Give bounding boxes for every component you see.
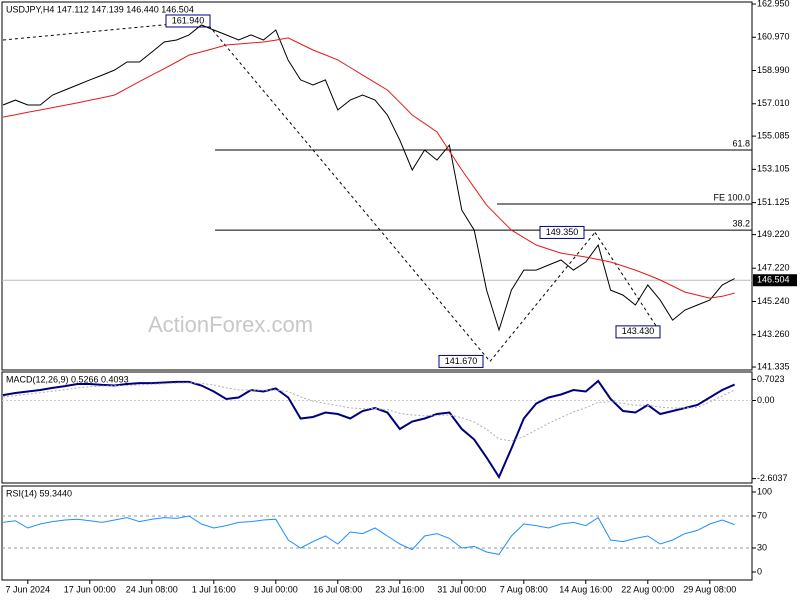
x-tick-label: 16 Jul 08:00 (313, 584, 362, 594)
x-tick-label: 31 Jul 00:00 (437, 584, 486, 594)
panel-title: USDJPY,H4 147.112 147.139 146.440 146.50… (6, 4, 194, 14)
panel-frame (1, 1, 753, 371)
pivot-box (539, 225, 585, 239)
x-tick-label: 7 Aug 08:00 (500, 584, 548, 594)
panel-frame (1, 371, 753, 484)
x-tick-label: 7 Jun 2024 (6, 584, 51, 594)
y-tick-label: 141.335 (757, 361, 790, 371)
y-tick-label: 143.260 (757, 329, 790, 339)
panel-frame (1, 485, 753, 581)
x-tick-label: 22 Aug 00:00 (621, 584, 674, 594)
pivot-label: 149.350 (546, 227, 579, 237)
y-tick-label: 157.010 (757, 98, 790, 108)
series-line (2, 379, 735, 480)
x-tick-label: 24 Jun 08:00 (126, 584, 178, 594)
panel-title: RSI(14) 59.3440 (6, 488, 72, 498)
y-tick-label: 0 (757, 566, 762, 576)
trend-line (489, 232, 596, 362)
trend-line (594, 232, 661, 333)
series-line (2, 515, 735, 555)
y-tick-label: 0.7023 (757, 374, 785, 384)
y-tick-label: 145.240 (757, 296, 790, 306)
y-tick-label: -2.6037 (757, 473, 788, 483)
trend-line (204, 20, 491, 362)
y-tick-label: 70 (757, 510, 767, 520)
y-tick-label: 100 (757, 486, 772, 496)
y-tick-label: 30 (757, 542, 767, 552)
fib-label: FE 100.0 (713, 192, 750, 202)
series-line (2, 382, 735, 442)
y-tick-label: 0.00 (757, 395, 775, 405)
watermark: ActionForex.com (148, 312, 313, 337)
y-tick-label: 147.220 (757, 263, 790, 273)
y-tick-label: 151.125 (757, 197, 790, 207)
fib-label: 61.8 (732, 138, 750, 148)
x-tick-label: 29 Aug 08:00 (683, 584, 736, 594)
y-tick-label: 153.105 (757, 164, 790, 174)
pivot-label: 143.430 (622, 326, 655, 336)
pivot-label: 141.670 (445, 356, 478, 366)
last-price-box (753, 274, 797, 287)
fib-label: 38.2 (732, 218, 750, 228)
y-tick-label: 162.950 (757, 0, 790, 8)
y-tick-label: 158.990 (757, 65, 790, 75)
last-price-label: 146.504 (757, 275, 790, 285)
y-tick-label: 149.220 (757, 229, 790, 239)
pivot-label: 161.940 (172, 15, 205, 25)
x-tick-label: 9 Jul 00:00 (254, 584, 298, 594)
y-tick-label: 155.085 (757, 130, 790, 140)
series-line (2, 24, 735, 332)
pivot-box (438, 354, 484, 368)
series-line (2, 37, 735, 299)
pivot-box (615, 325, 661, 339)
y-tick-label: 160.970 (757, 32, 790, 42)
x-tick-label: 23 Jul 16:00 (375, 584, 424, 594)
pivot-box (165, 14, 211, 28)
x-tick-label: 14 Aug 16:00 (559, 584, 612, 594)
panel-title: MACD(12,26,9) 0.5266 0.4093 (6, 374, 129, 384)
x-tick-label: 1 Jul 16:00 (192, 584, 236, 594)
x-tick-label: 17 Jun 00:00 (64, 584, 116, 594)
